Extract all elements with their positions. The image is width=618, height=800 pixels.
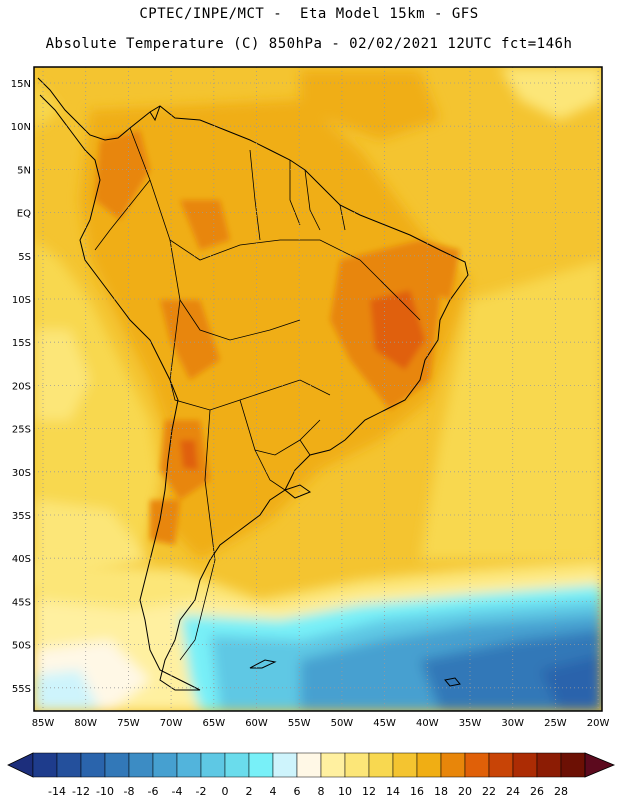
colorbar-label: -4 xyxy=(172,785,183,798)
lat-label: 30S xyxy=(12,468,31,479)
colorbar-min-arrow xyxy=(7,752,34,778)
colorbar-swatch xyxy=(152,752,178,778)
lat-label: 35S xyxy=(12,511,31,522)
title-line-2: Absolute Temperature (C) 850hPa - 02/02/… xyxy=(45,36,573,52)
latitude-labels: 15N 10N 5N EQ 5S 10S 15S 20S 25S 30S 35S 40S 45S 50S 5… xyxy=(11,79,31,695)
colorbar-swatch xyxy=(176,752,202,778)
longitude-labels: 85W 80W 75W 70W 65W 60W 55W 50W 45W 40W 35W 30W 25W 2… xyxy=(32,718,610,729)
colorbar-label: -12 xyxy=(72,785,90,798)
colorbar-swatch xyxy=(344,752,370,778)
lon-label: 20W xyxy=(587,718,610,729)
colorbar: -14 -12 -10 -8 -6 -4 -2 0 2 4 6 8 10 12 14 16 18 20 22 24 26… xyxy=(7,752,616,798)
colorbar-label: 20 xyxy=(458,785,472,798)
lat-label: 5S xyxy=(18,252,31,263)
colorbar-swatch xyxy=(440,752,466,778)
colorbar-swatch xyxy=(32,752,58,778)
lat-label: 50S xyxy=(12,641,31,652)
colorbar-swatch xyxy=(320,752,346,778)
colorbar-swatch xyxy=(368,752,394,778)
colorbar-swatch xyxy=(104,752,130,778)
lat-label: 5N xyxy=(17,165,31,176)
colorbar-label: -8 xyxy=(124,785,135,798)
colorbar-label: -2 xyxy=(196,785,207,798)
lat-label: 55S xyxy=(12,684,31,695)
colorbar-label: 2 xyxy=(246,785,253,798)
colorbar-label: -10 xyxy=(96,785,114,798)
colorbar-swatch xyxy=(416,752,442,778)
colorbar-label: 10 xyxy=(338,785,352,798)
colorbar-swatch xyxy=(248,752,274,778)
lat-label: EQ xyxy=(17,209,31,220)
lat-lon-grid xyxy=(34,67,602,711)
lat-label: 25S xyxy=(12,425,31,436)
colorbar-swatch xyxy=(80,752,106,778)
colorbar-label: 28 xyxy=(554,785,568,798)
colorbar-label: 16 xyxy=(410,785,424,798)
colorbar-swatch xyxy=(200,752,226,778)
colorbar-swatch xyxy=(272,752,298,778)
lon-label: 25W xyxy=(544,718,567,729)
colorbar-swatch xyxy=(224,752,250,778)
coastlines xyxy=(37,77,469,691)
colorbar-label: 4 xyxy=(270,785,277,798)
colorbar-label: 24 xyxy=(506,785,520,798)
colorbar-label: 8 xyxy=(318,785,325,798)
lon-label: 50W xyxy=(331,718,354,729)
lat-label: 15S xyxy=(12,338,31,349)
lat-label: 45S xyxy=(12,597,31,608)
colorbar-label: 14 xyxy=(386,785,400,798)
colorbar-max-arrow xyxy=(584,752,616,778)
lat-label: 10S xyxy=(12,295,31,306)
title-line-1: CPTEC/INPE/MCT - Eta Model 15km - GFS xyxy=(139,6,479,22)
colorbar-swatch xyxy=(536,752,562,778)
colorbar-label: 22 xyxy=(482,785,496,798)
colorbar-swatch xyxy=(560,752,586,778)
lat-label: 15N xyxy=(11,79,31,90)
lon-label: 40W xyxy=(416,718,439,729)
colorbar-label: 6 xyxy=(294,785,301,798)
lon-label: 75W xyxy=(117,718,140,729)
map-frame xyxy=(33,66,603,712)
colorbar-label: -6 xyxy=(148,785,159,798)
lon-label: 30W xyxy=(501,718,524,729)
colorbar-swatch xyxy=(488,752,514,778)
colorbar-swatch xyxy=(392,752,418,778)
colorbar-swatch xyxy=(464,752,490,778)
colorbar-swatch xyxy=(56,752,82,778)
lat-label: 20S xyxy=(12,381,31,392)
colorbar-swatch xyxy=(128,752,154,778)
lon-label: 65W xyxy=(202,718,225,729)
lon-label: 60W xyxy=(245,718,268,729)
lon-label: 80W xyxy=(74,718,97,729)
colorbar-swatch xyxy=(296,752,322,778)
lon-label: 55W xyxy=(288,718,311,729)
colorbar-label: 0 xyxy=(222,785,229,798)
colorbar-label: 18 xyxy=(434,785,448,798)
lon-label: 70W xyxy=(160,718,183,729)
colorbar-label: 12 xyxy=(362,785,376,798)
lat-label: 40S xyxy=(12,554,31,565)
colorbar-label: 26 xyxy=(530,785,544,798)
colorbar-swatch xyxy=(512,752,538,778)
lon-label: 85W xyxy=(32,718,55,729)
colorbar-label: -14 xyxy=(48,785,66,798)
lon-label: 45W xyxy=(373,718,396,729)
lat-label: 10N xyxy=(11,122,31,133)
lon-label: 35W xyxy=(459,718,482,729)
